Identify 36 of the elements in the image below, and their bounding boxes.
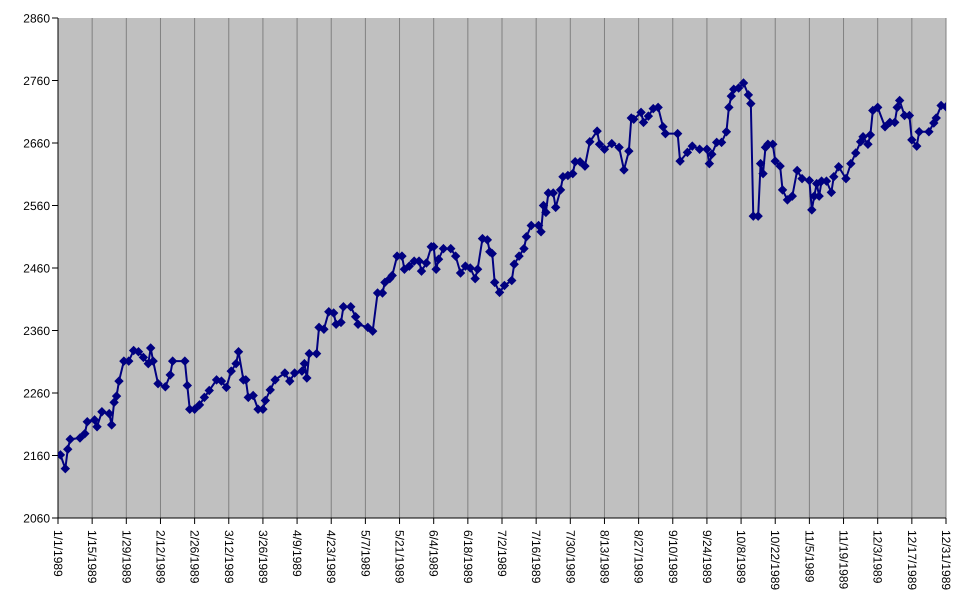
x-tick-label: 9/10/1989	[666, 530, 680, 584]
x-tick-label: 3/26/1989	[256, 530, 270, 584]
x-tick-label: 7/2/1989	[495, 530, 509, 578]
x-tick-label: 11/5/1989	[802, 530, 816, 583]
x-tick-label: 9/24/1989	[700, 530, 714, 584]
x-tick-label: 7/30/1989	[563, 530, 578, 584]
x-tick-label: 5/7/1989	[358, 530, 372, 578]
x-tick-label: 1/1/1989	[51, 530, 65, 578]
y-tick-label: 2660	[23, 136, 50, 150]
x-tick-label: 1/29/1989	[119, 530, 134, 584]
y-tick-label: 2260	[23, 386, 50, 400]
y-tick-label: 2360	[23, 324, 50, 338]
y-tick-label: 2860	[23, 11, 50, 26]
x-tick-label: 5/21/1989	[392, 530, 407, 584]
x-tick-label: 8/13/1989	[597, 530, 612, 584]
x-tick-label: 2/12/1989	[153, 530, 168, 584]
x-tick-label: 1/15/1989	[85, 530, 100, 584]
x-tick-label: 12/31/1989	[939, 530, 953, 590]
x-tick-label: 11/19/1989	[836, 530, 851, 590]
x-tick-label: 4/23/1989	[324, 530, 338, 584]
x-tick-label: 2/26/1989	[188, 530, 202, 584]
y-tick-label: 2160	[23, 448, 50, 463]
x-tick-label: 4/9/1989	[290, 530, 304, 578]
y-tick-label: 2460	[23, 261, 50, 276]
y-tick-label: 2560	[23, 198, 50, 213]
x-tick-label: 6/18/1989	[460, 530, 475, 584]
x-tick-label: 3/12/1989	[222, 530, 236, 584]
x-tick-label: 6/4/1989	[426, 530, 441, 578]
x-tick-label: 12/17/1989	[904, 530, 919, 590]
x-tick-label: 12/3/1989	[870, 530, 885, 584]
x-tick-label: 7/16/1989	[529, 530, 544, 584]
x-tick-label: 8/27/1989	[632, 530, 646, 584]
y-tick-label: 2760	[23, 74, 50, 88]
x-tick-label: 10/8/1989	[734, 530, 748, 584]
x-tick-label: 10/22/1989	[768, 530, 782, 590]
y-tick-label: 2060	[23, 511, 50, 526]
